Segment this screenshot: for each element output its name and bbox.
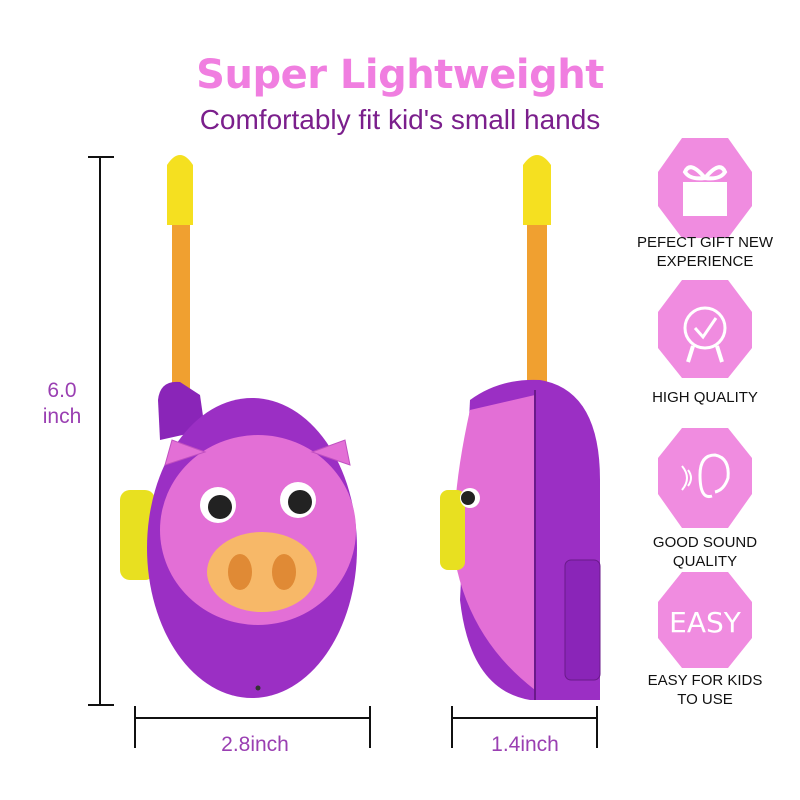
walkie-talkie-side [440, 155, 601, 700]
walkie-talkie-front [120, 155, 357, 698]
height-label: 6.0 inch [30, 378, 94, 430]
height-unit: inch [42, 405, 82, 428]
height-value: 6.0 [47, 379, 77, 402]
width-dimension-line [134, 706, 371, 748]
easy-icon-text: EASY [669, 606, 742, 639]
width-label: 2.8inch [221, 733, 289, 756]
quality-badge-icon [658, 280, 752, 378]
feature-label-sound: GOOD SOUND QUALITY [652, 534, 758, 570]
easy-text-icon [658, 572, 752, 668]
height-dimension-line [88, 156, 114, 706]
depth-label: 1.4inch [491, 733, 559, 756]
feature-label-gift: PEFECT GIFT NEW EXPERIENCE [636, 234, 774, 270]
depth-dimension-line [451, 706, 598, 748]
subheadline: Comfortably fit kid's small hands [199, 104, 601, 135]
feature-label-easy: EASY FOR KIDS TO USE [647, 672, 763, 708]
headline: Super Lightweight [196, 52, 604, 98]
ear-sound-icon [658, 428, 752, 528]
feature-label-quality: HIGH QUALITY [652, 389, 758, 406]
